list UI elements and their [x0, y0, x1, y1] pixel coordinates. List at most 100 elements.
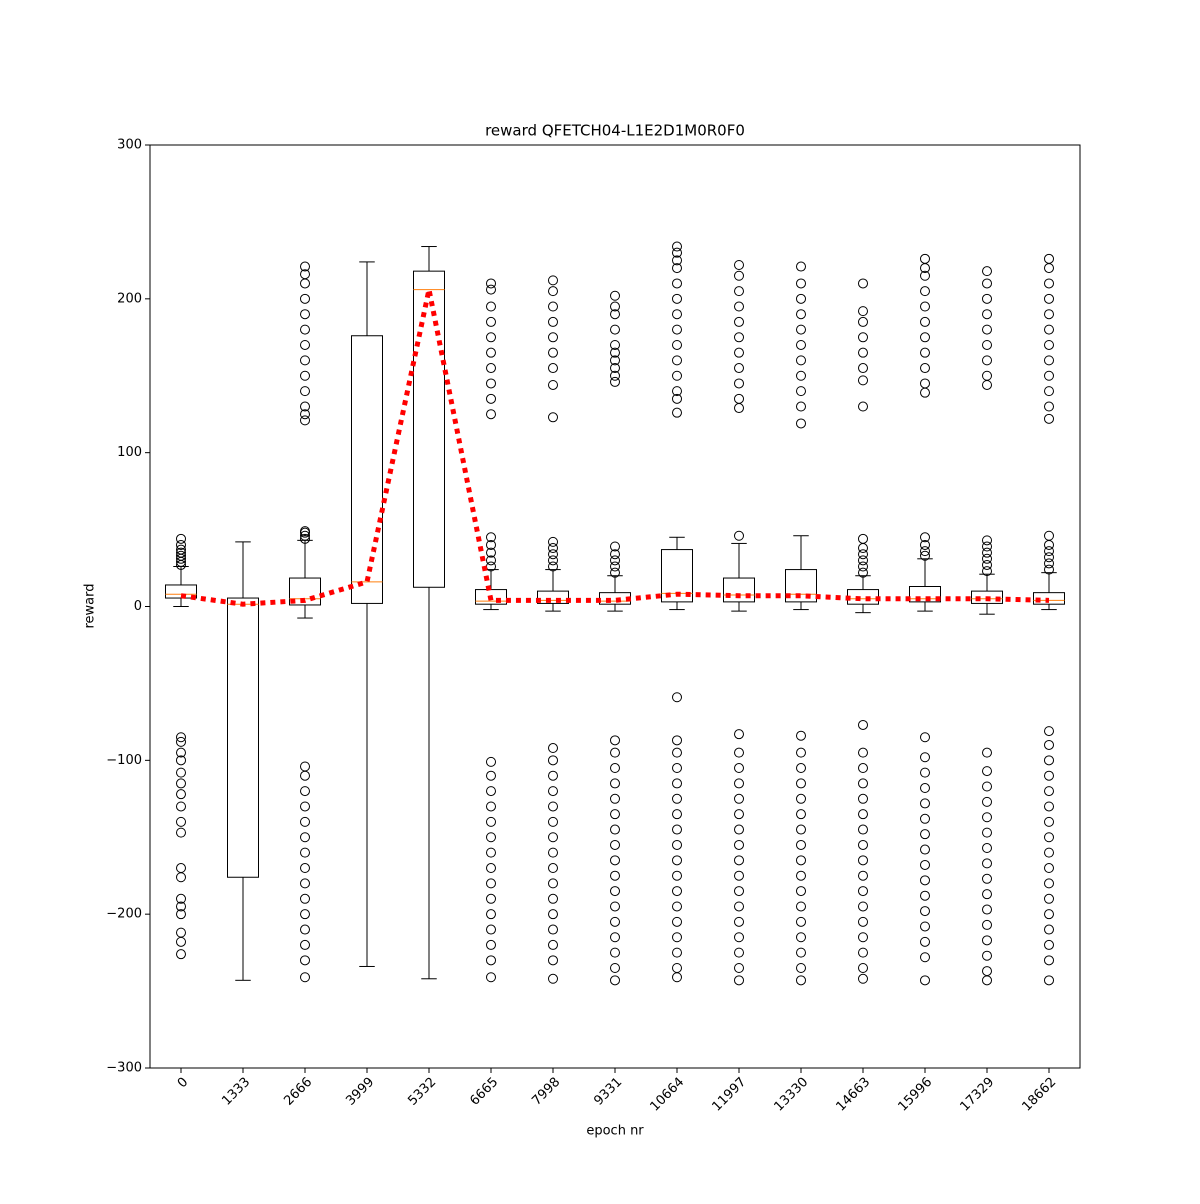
outlier — [796, 793, 806, 804]
outlier — [672, 932, 682, 943]
outlier — [920, 286, 930, 297]
outlier — [486, 393, 496, 404]
outlier — [610, 567, 620, 578]
outlier — [1044, 401, 1054, 412]
outlier — [300, 924, 310, 935]
outlier — [486, 532, 496, 543]
outlier — [176, 801, 186, 812]
outlier — [796, 309, 806, 320]
outlier — [1044, 975, 1054, 986]
outlier — [486, 378, 496, 389]
outlier — [176, 736, 186, 747]
outlier — [1044, 847, 1054, 858]
outlier — [610, 370, 620, 381]
outlier — [920, 875, 930, 886]
outlier — [982, 309, 992, 320]
outlier — [1044, 293, 1054, 304]
outlier — [548, 316, 558, 327]
y-tick-label: −100 — [106, 753, 142, 768]
outlier — [176, 909, 186, 920]
outlier — [672, 407, 682, 418]
outlier — [672, 278, 682, 289]
outlier — [176, 949, 186, 960]
box — [289, 577, 321, 606]
outlier — [1044, 939, 1054, 950]
outlier — [1044, 816, 1054, 827]
outlier — [176, 872, 186, 883]
outlier — [1044, 370, 1054, 381]
outlier — [672, 793, 682, 804]
outlier — [672, 370, 682, 381]
outlier — [796, 418, 806, 429]
outlier — [548, 816, 558, 827]
outlier — [486, 363, 496, 374]
outlier — [982, 950, 992, 961]
outlier — [486, 863, 496, 874]
outlier — [548, 955, 558, 966]
outlier — [920, 363, 930, 374]
outlier — [734, 363, 744, 374]
outlier — [796, 963, 806, 974]
outlier — [300, 909, 310, 920]
outlier — [610, 363, 620, 374]
outlier — [300, 261, 310, 272]
outlier — [548, 786, 558, 797]
outlier — [486, 972, 496, 983]
outlier — [920, 253, 930, 264]
outlier — [176, 755, 186, 766]
outlier — [610, 735, 620, 746]
outlier — [982, 266, 992, 277]
outlier — [610, 561, 620, 572]
outlier — [300, 770, 310, 781]
outlier — [672, 386, 682, 397]
box — [351, 335, 383, 604]
outlier — [858, 555, 868, 566]
outlier — [982, 766, 992, 777]
outlier — [548, 286, 558, 297]
outlier — [1044, 801, 1054, 812]
outlier — [1044, 355, 1054, 366]
outlier — [982, 566, 992, 577]
outlier — [734, 763, 744, 774]
outlier — [610, 541, 620, 552]
outlier — [548, 939, 558, 950]
outlier — [734, 301, 744, 312]
outlier — [486, 316, 496, 327]
outlier — [300, 530, 310, 541]
outlier — [1044, 253, 1054, 264]
outlier — [486, 332, 496, 343]
outlier — [610, 355, 620, 366]
outlier — [300, 355, 310, 366]
outlier — [1044, 893, 1054, 904]
y-tick-label: 0 — [134, 599, 142, 614]
outlier — [858, 567, 868, 578]
outlier — [486, 893, 496, 904]
outlier — [734, 886, 744, 897]
outlier — [734, 855, 744, 866]
outlier — [734, 729, 744, 740]
outlier — [300, 939, 310, 950]
outlier — [982, 935, 992, 946]
outlier — [1044, 878, 1054, 889]
outlier — [610, 916, 620, 927]
outlier — [982, 355, 992, 366]
outlier — [920, 859, 930, 870]
box — [537, 590, 569, 604]
outlier — [548, 755, 558, 766]
outlier — [734, 916, 744, 927]
outlier — [548, 363, 558, 374]
outlier — [548, 743, 558, 754]
outlier — [858, 332, 868, 343]
outlier — [300, 324, 310, 335]
outlier — [1044, 339, 1054, 350]
outlier — [176, 539, 186, 550]
outlier — [858, 973, 868, 984]
outlier — [982, 843, 992, 854]
outlier — [300, 972, 310, 983]
outlier — [610, 301, 620, 312]
outlier — [1044, 924, 1054, 935]
outlier — [982, 827, 992, 838]
outlier — [300, 370, 310, 381]
outlier — [734, 839, 744, 850]
outlier — [176, 544, 186, 555]
